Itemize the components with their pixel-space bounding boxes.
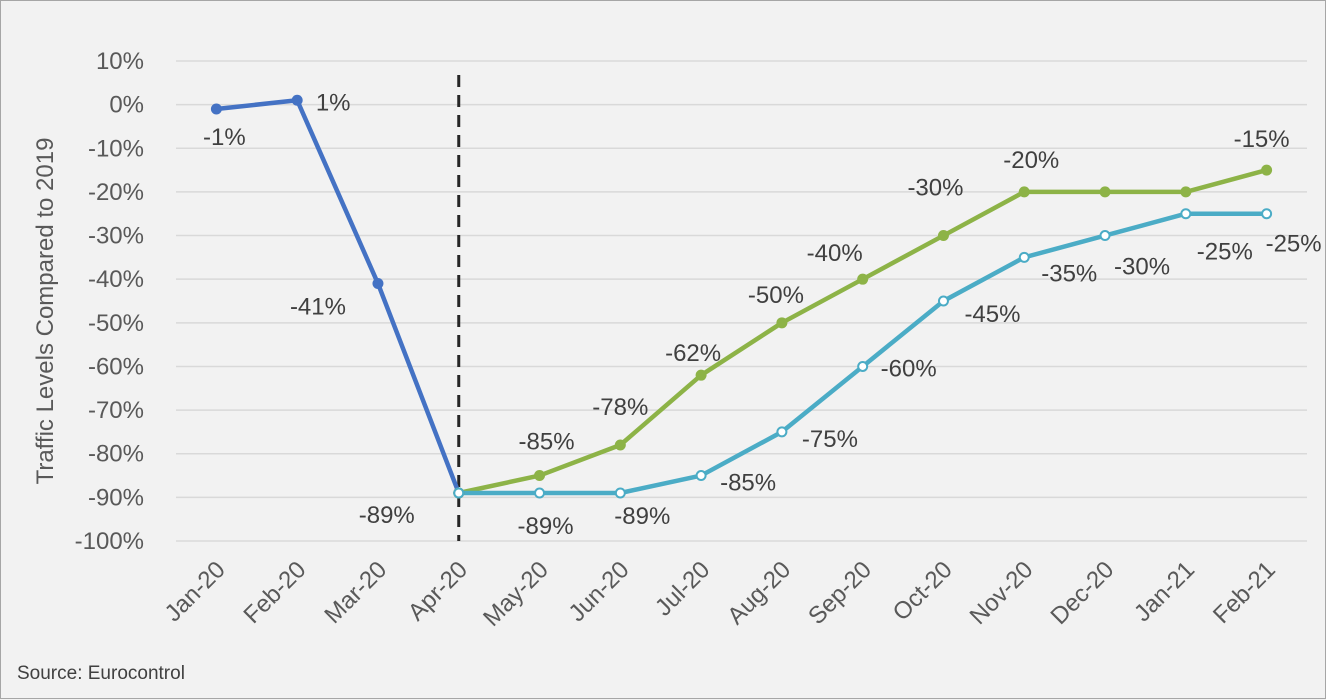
y-tick-label: -30% [88,223,144,250]
x-tick-label: Mar-20 [319,556,392,629]
y-tick-label: 0% [109,92,144,119]
x-tick-label: Feb-21 [1208,556,1281,629]
data-point [534,470,546,482]
data-label: -75% [802,426,858,453]
y-tick-label: -50% [88,310,144,337]
data-point [937,230,949,242]
x-tick-label: Sep-20 [803,556,877,630]
y-tick-label: -80% [88,441,144,468]
data-point [1099,230,1111,242]
x-tick-label: Oct-20 [888,556,958,626]
data-point [614,439,626,451]
x-tick-label: Jan-20 [160,556,231,627]
data-label: -30% [1114,254,1170,281]
y-tick-label: -100% [75,528,144,555]
x-tick-label: May-20 [478,556,554,632]
data-point [614,487,626,499]
data-point [695,470,707,482]
data-label: -85% [720,470,776,497]
data-point [534,487,546,499]
data-label: 1% [316,89,351,116]
x-tick-label: Jan-21 [1129,556,1200,627]
data-point [857,273,869,285]
data-point [857,360,869,372]
data-label: -89% [614,503,670,530]
data-point [776,426,788,438]
x-tick-label: Feb-20 [239,556,312,629]
series-line-2 [456,167,1269,496]
x-tick-label: Aug-20 [722,556,796,630]
data-label: -41% [290,294,346,321]
y-tick-label: -70% [88,397,144,424]
data-point [1180,186,1192,198]
data-point [1018,186,1030,198]
x-tick-label: Jul-20 [650,556,715,621]
data-label: -60% [881,355,937,382]
x-tick-label: Dec-20 [1045,556,1119,630]
data-label: -35% [1041,260,1097,287]
data-label: -89% [518,513,574,540]
series-line-1 [214,98,461,496]
data-point [1261,208,1273,220]
y-tick-label: -20% [88,179,144,206]
data-point [695,369,707,381]
y-tick-label: -10% [88,135,144,162]
data-point [776,317,788,329]
data-label: -40% [807,240,863,267]
data-label: -89% [359,502,415,529]
data-point [291,94,303,106]
x-tick-label: Apr-20 [403,556,473,626]
data-point [937,295,949,307]
data-label: -25% [1197,239,1253,266]
data-label: -30% [907,175,963,202]
y-tick-label: -60% [88,353,144,380]
data-point [1018,251,1030,263]
data-label: -20% [1003,147,1059,174]
data-label: -15% [1234,126,1290,153]
data-label: -45% [964,301,1020,328]
data-point [210,103,222,115]
data-point [453,487,465,499]
x-tick-label: Jun-20 [564,556,635,627]
data-label: -25% [1266,231,1322,258]
data-point [1261,164,1273,176]
data-label: -50% [748,282,804,309]
data-point [1099,186,1111,198]
y-tick-label: 10% [96,48,144,75]
y-axis-title: Traffic Levels Compared to 2019 [32,138,59,485]
source-note: Source: Eurocontrol [17,663,185,684]
y-tick-label: -90% [88,484,144,511]
data-label: -78% [592,394,648,421]
x-tick-label: Nov-20 [965,556,1039,630]
data-label: -85% [519,429,575,456]
data-label: -62% [665,340,721,367]
y-tick-label: -40% [88,266,144,293]
data-label: -1% [203,124,246,151]
data-point [372,278,384,290]
data-point [1180,208,1192,220]
